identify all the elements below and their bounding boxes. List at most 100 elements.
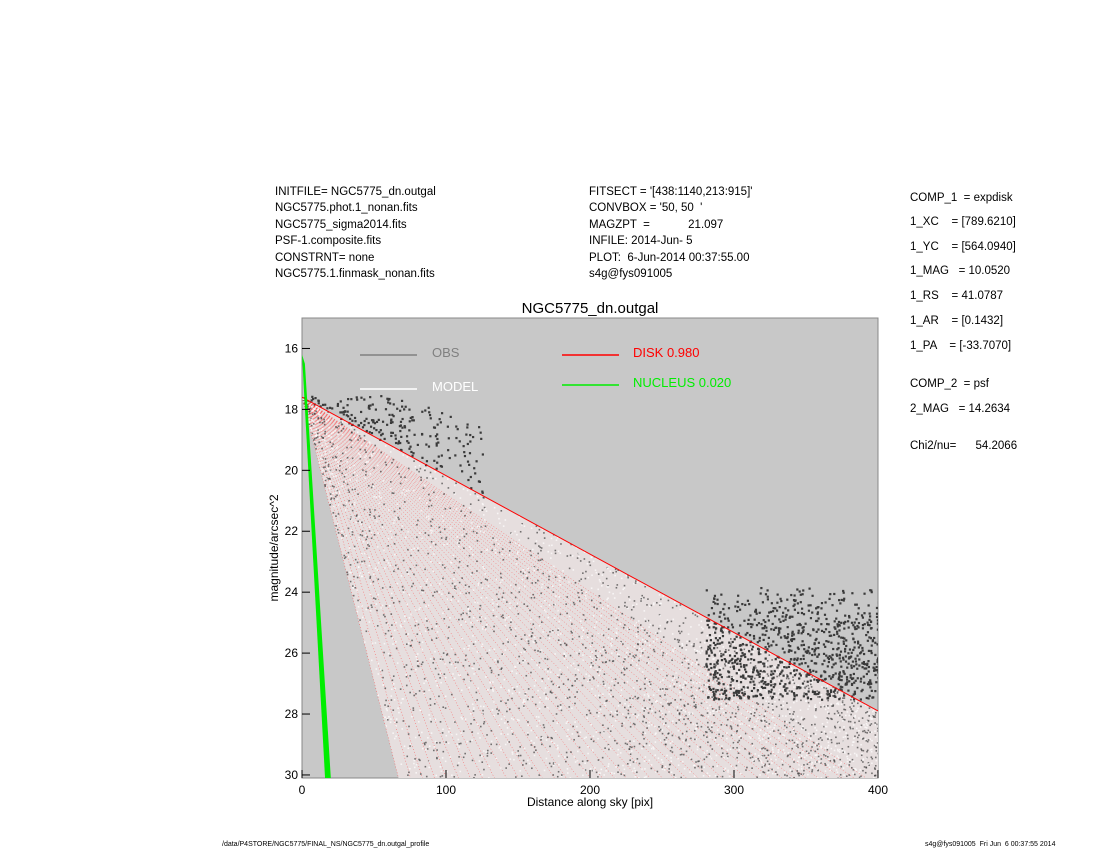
obs-point [392,709,395,711]
obs-point [393,510,396,513]
obs-point [789,777,791,778]
obs-point [841,720,844,722]
obs-point [500,668,502,671]
obs-point [774,615,777,618]
obs-point [726,757,729,759]
obs-point [816,741,818,744]
obs-point [658,726,660,728]
obs-point [430,504,433,507]
obs-point [345,414,348,417]
obs-point [477,687,479,690]
obs-point [625,699,628,701]
obs-point [834,725,836,728]
disk-model-line [302,397,651,778]
obs-point [738,668,741,672]
obs-point [552,774,555,776]
obs-point [766,666,769,668]
obs-point [635,580,637,582]
obs-point [620,577,623,580]
obs-point [751,645,755,648]
obs-point [428,745,431,748]
obs-point [732,747,735,749]
obs-point [458,618,460,621]
obs-point [772,683,775,686]
obs-point [697,765,700,768]
obs-point [551,692,553,694]
obs-point [777,751,780,754]
obs-point [776,593,779,596]
obs-point [546,658,549,661]
obs-point [646,727,648,729]
obs-point [449,415,452,418]
obs-point [759,729,762,731]
obs-point [585,570,587,573]
obs-point [764,620,767,624]
obs-point [816,744,818,747]
obs-point [783,635,786,638]
obs-point [395,640,397,643]
obs-point [621,722,624,725]
obs-point [803,764,805,766]
obs-point [455,425,458,428]
obs-point [535,749,537,752]
obs-point [436,437,439,441]
obs-point [839,602,842,605]
obs-point [403,426,407,429]
obs-point [861,623,865,627]
obs-point [643,694,646,696]
obs-point [599,705,602,708]
obs-point [486,652,489,654]
obs-point [782,734,784,736]
obs-point [626,681,629,683]
obs-point [454,585,456,588]
obs-point [319,436,321,439]
obs-point [767,636,770,639]
obs-point [469,493,472,496]
obs-point [530,744,533,746]
obs-point [842,751,845,753]
obs-point [392,601,395,604]
obs-point [519,571,522,573]
obs-point [863,612,866,615]
obs-point [764,713,766,715]
obs-point [836,703,838,705]
obs-point [648,721,651,724]
obs-point [840,703,843,705]
obs-point [341,452,344,455]
obs-point [527,642,530,645]
obs-point [832,690,835,693]
obs-point [824,708,827,711]
obs-point [809,737,812,740]
obs-point [807,609,811,612]
obs-point [388,413,391,417]
obs-point [773,680,776,683]
obs-point [538,701,541,704]
obs-point [775,609,779,612]
obs-point [320,454,323,456]
obs-point [777,777,779,778]
obs-point [846,678,849,681]
obs-point [481,761,484,764]
obs-point [547,736,549,739]
obs-point [446,598,449,601]
obs-point [407,489,410,492]
obs-point [788,682,791,685]
obs-point [537,559,540,562]
obs-point [713,597,716,600]
obs-point [377,464,379,467]
obs-point [761,738,764,740]
obs-point [335,447,338,449]
obs-point [504,743,507,746]
obs-point [762,682,765,685]
obs-point [509,758,512,760]
obs-point [371,483,374,486]
obs-point [634,760,637,763]
obs-point [853,646,856,649]
obs-point [324,403,327,406]
obs-point [736,730,739,732]
obs-point [402,559,405,562]
obs-point [874,722,876,724]
obs-point [743,653,746,656]
obs-point [381,587,384,589]
obs-point [522,659,524,662]
